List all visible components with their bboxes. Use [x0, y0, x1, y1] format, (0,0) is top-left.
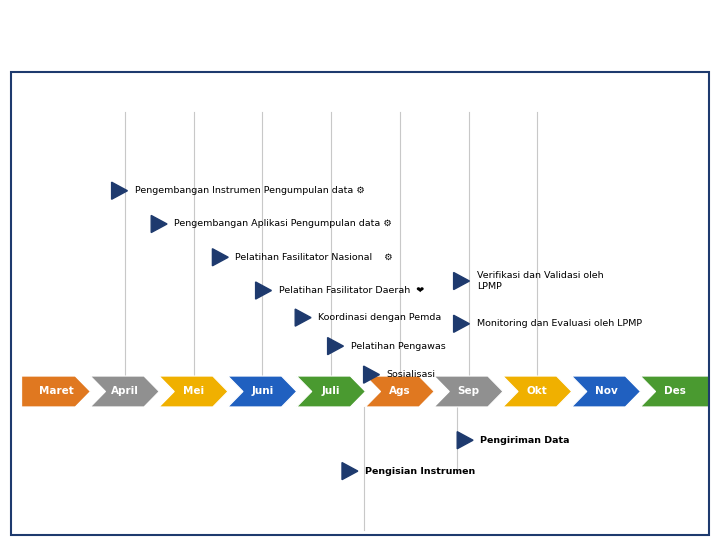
Text: Koordinasi dengan Pemda: Koordinasi dengan Pemda	[318, 313, 441, 322]
Text: Ags: Ags	[389, 387, 410, 396]
Polygon shape	[572, 376, 641, 407]
Polygon shape	[295, 309, 311, 326]
Text: Des: Des	[664, 387, 685, 396]
Polygon shape	[328, 338, 343, 355]
Text: April: April	[111, 387, 139, 396]
Text: Sosialisasi: Sosialisasi	[387, 370, 436, 379]
Polygon shape	[641, 376, 709, 407]
Polygon shape	[22, 376, 91, 407]
Text: Maret: Maret	[39, 387, 73, 396]
Text: Nov: Nov	[595, 387, 618, 396]
Polygon shape	[151, 215, 167, 233]
Polygon shape	[256, 282, 271, 299]
Text: Pelatihan Pengawas: Pelatihan Pengawas	[351, 342, 446, 350]
Text: Pengembangan Instrumen Pengumpulan data ⚙: Pengembangan Instrumen Pengumpulan data …	[135, 186, 364, 195]
Text: Pelatihan Fasilitator Nasional    ⚙: Pelatihan Fasilitator Nasional ⚙	[235, 253, 393, 262]
Text: TIMELINE PENGUMPULAN DATA MUTU 2016: TIMELINE PENGUMPULAN DATA MUTU 2016	[13, 21, 587, 44]
Text: Verifikasi dan Validasi oleh
LPMP: Verifikasi dan Validasi oleh LPMP	[477, 271, 603, 291]
Polygon shape	[342, 463, 358, 480]
Polygon shape	[434, 376, 503, 407]
Polygon shape	[112, 182, 127, 199]
Text: Pengembangan Aplikasi Pengumpulan data ⚙: Pengembangan Aplikasi Pengumpulan data ⚙	[174, 219, 392, 228]
Text: Mei: Mei	[183, 387, 204, 396]
Text: Okt: Okt	[527, 387, 548, 396]
Text: Pengisian Instrumen: Pengisian Instrumen	[365, 467, 475, 476]
Polygon shape	[457, 431, 473, 449]
Text: Juli: Juli	[322, 387, 341, 396]
Polygon shape	[297, 376, 366, 407]
Polygon shape	[364, 366, 379, 383]
Text: Monitoring dan Evaluasi oleh LPMP: Monitoring dan Evaluasi oleh LPMP	[477, 319, 642, 328]
Polygon shape	[454, 315, 469, 332]
Polygon shape	[91, 376, 159, 407]
Polygon shape	[159, 376, 228, 407]
Polygon shape	[503, 376, 572, 407]
Polygon shape	[454, 273, 469, 289]
Polygon shape	[212, 249, 228, 266]
Polygon shape	[366, 376, 434, 407]
Text: Pelatihan Fasilitator Daerah  ❤: Pelatihan Fasilitator Daerah ❤	[279, 286, 424, 295]
Polygon shape	[228, 376, 297, 407]
Text: Juni: Juni	[251, 387, 274, 396]
Text: Sep: Sep	[457, 387, 480, 396]
Text: Pengiriman Data: Pengiriman Data	[480, 436, 570, 445]
